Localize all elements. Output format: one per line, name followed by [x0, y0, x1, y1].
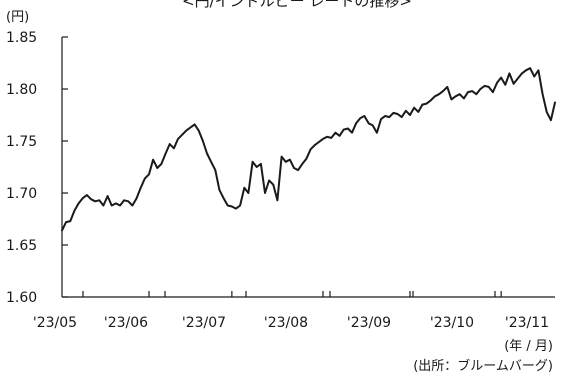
y-tick-label: 1.80 — [6, 82, 37, 98]
x-tick-label: '23/10 — [430, 315, 474, 331]
y-tick-label: 1.70 — [6, 186, 37, 202]
y-axis-unit: (円) — [6, 10, 29, 25]
x-tick-label: '23/07 — [182, 315, 226, 331]
source-note: (出所：ブルームバーグ) — [413, 358, 553, 374]
x-tick-label: '23/05 — [33, 315, 77, 331]
y-tick-label: 1.75 — [6, 134, 37, 150]
rate-line — [61, 67, 556, 232]
y-tick-label: 1.65 — [6, 238, 37, 254]
x-tick-label: '23/09 — [347, 315, 391, 331]
y-tick-label: 1.60 — [6, 290, 37, 306]
x-axis: '23/05 '23/06 '23/07 '23/08 '23/09 '23/10 '23/… — [33, 291, 555, 331]
x-tick-label: '23/06 — [104, 315, 148, 331]
x-tick-label: '23/11 — [505, 315, 549, 331]
x-tick-label: '23/08 — [264, 315, 308, 331]
x-axis-unit: (年 / 月) — [504, 339, 553, 354]
chart-title: <円/インドルピー レートの推移> — [182, 0, 412, 10]
y-tick-label: 1.85 — [6, 30, 37, 46]
y-axis: 1.85 1.80 1.75 1.70 1.65 1.60 — [6, 30, 68, 306]
